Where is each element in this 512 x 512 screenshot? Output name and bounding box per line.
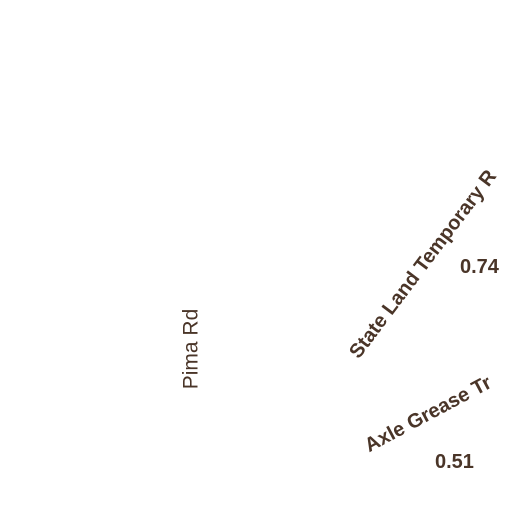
trail-distance-axle-grease: 0.51 bbox=[435, 451, 474, 473]
road-label-pima-rd: Pima Rd bbox=[179, 308, 203, 390]
trail-label-axle-grease: Axle Grease Tr bbox=[361, 371, 496, 457]
trail-distance-state-land-temporary: 0.74 bbox=[460, 256, 499, 278]
